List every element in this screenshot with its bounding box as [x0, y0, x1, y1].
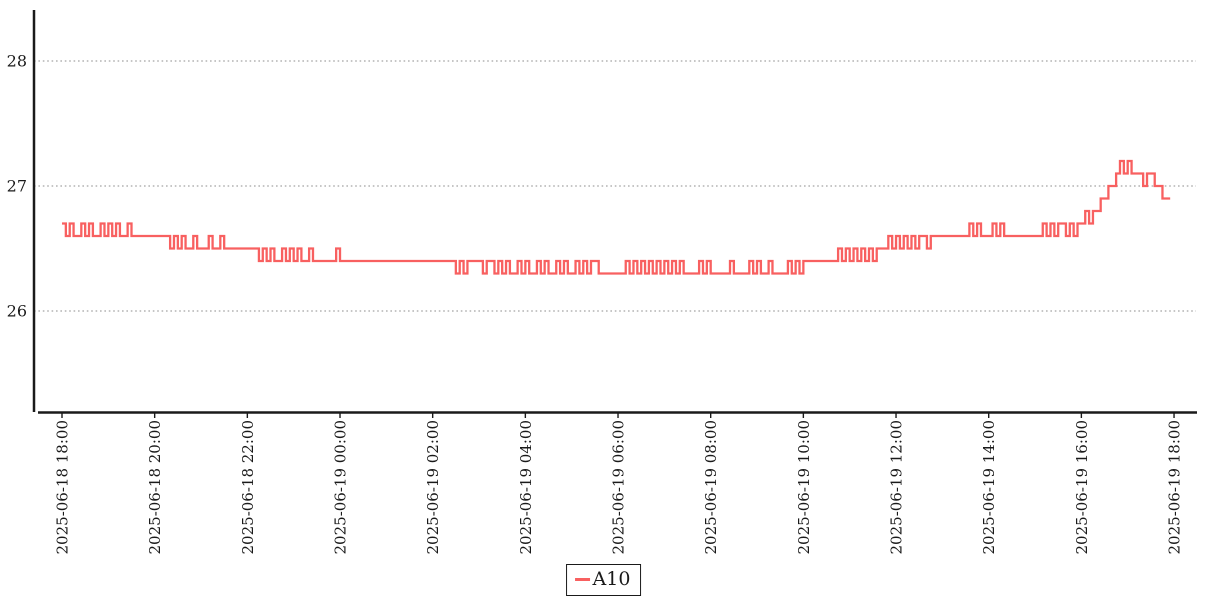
x-tick-label: 2025-06-19 10:00 [795, 420, 813, 554]
x-tick-label: 2025-06-18 22:00 [239, 420, 257, 554]
x-tick-label: 2025-06-19 04:00 [517, 420, 535, 554]
x-tick-label: 2025-06-19 12:00 [888, 420, 906, 554]
legend-series-label: A10 [592, 568, 631, 590]
series-line-a10 [62, 159, 1171, 275]
y-tick-label: 26 [7, 302, 27, 321]
x-tick-label: 2025-06-19 16:00 [1073, 420, 1091, 554]
y-tick-label: 27 [7, 177, 27, 196]
x-tick-label: 2025-06-19 18:00 [1166, 420, 1184, 554]
x-tick-label: 2025-06-18 20:00 [146, 420, 164, 554]
legend[interactable]: A10 [565, 564, 642, 596]
x-tick-label: 2025-06-19 06:00 [610, 420, 628, 554]
x-tick-label: 2025-06-19 02:00 [424, 420, 442, 554]
x-tick-label: 2025-06-18 18:00 [54, 420, 72, 554]
y-tick-label: 28 [7, 52, 27, 71]
x-tick-label: 2025-06-19 00:00 [332, 420, 350, 554]
x-tick-label: 2025-06-19 08:00 [702, 420, 720, 554]
legend-line-swatch [574, 577, 590, 582]
x-tick-label: 2025-06-19 14:00 [980, 420, 998, 554]
